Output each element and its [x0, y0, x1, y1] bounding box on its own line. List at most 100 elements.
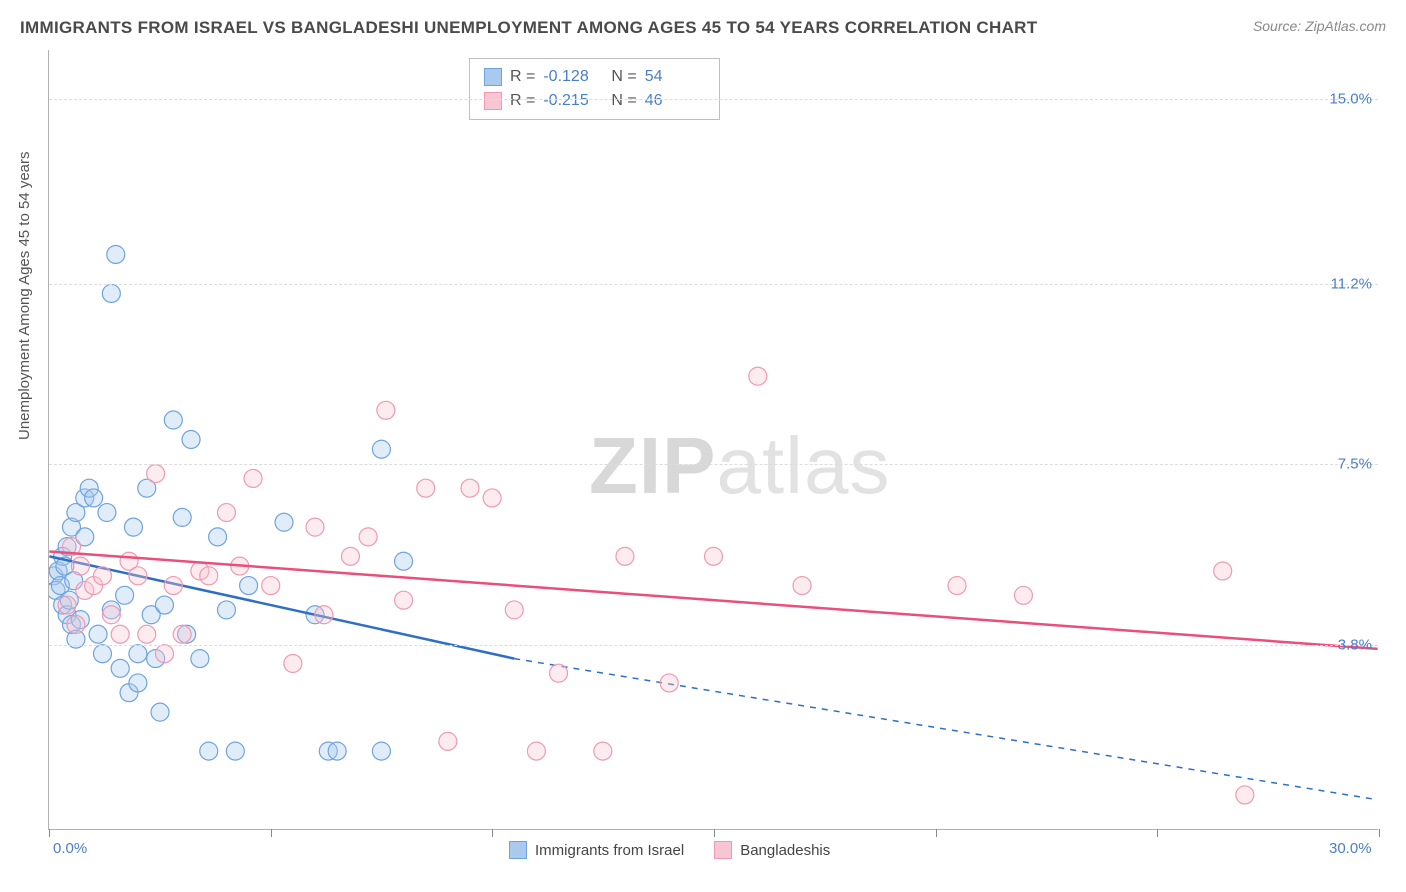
- n-label: N =: [611, 92, 636, 110]
- swatch-bangladeshi: [484, 92, 502, 110]
- data-point: [85, 577, 103, 595]
- data-point: [191, 562, 209, 580]
- data-point: [527, 742, 545, 760]
- data-point: [439, 732, 457, 750]
- r-label: R =: [510, 92, 535, 110]
- data-point: [111, 659, 129, 677]
- data-point: [262, 577, 280, 595]
- data-point: [102, 284, 120, 302]
- y-tick-label: 7.5%: [1338, 456, 1372, 473]
- n-value-bangladeshi: 46: [645, 92, 705, 110]
- data-point: [372, 440, 390, 458]
- data-point: [705, 547, 723, 565]
- data-point: [71, 611, 89, 629]
- data-point: [240, 577, 258, 595]
- data-point: [49, 562, 67, 580]
- x-tick-label: 0.0%: [53, 840, 87, 857]
- x-tick: [1157, 829, 1158, 837]
- data-point: [209, 528, 227, 546]
- gridline: [49, 645, 1378, 646]
- data-point: [58, 596, 76, 614]
- r-label: R =: [510, 68, 535, 86]
- data-point: [483, 489, 501, 507]
- legend-row-israel: R = -0.128 N = 54: [484, 65, 705, 89]
- data-point: [749, 367, 767, 385]
- data-point: [550, 664, 568, 682]
- series-legend: Immigrants from Israel Bangladeshis: [509, 841, 830, 859]
- data-point: [49, 567, 63, 585]
- data-point: [54, 547, 72, 565]
- data-point: [67, 504, 85, 522]
- data-point: [63, 538, 81, 556]
- data-point: [58, 606, 76, 624]
- scatter-plot: ZIPatlas R = -0.128 N = 54 R = -0.215 N …: [48, 50, 1378, 830]
- data-point: [67, 616, 85, 634]
- data-point: [178, 625, 196, 643]
- data-point: [111, 625, 129, 643]
- data-point: [231, 557, 249, 575]
- x-tick: [714, 829, 715, 837]
- data-point: [164, 577, 182, 595]
- data-point: [284, 654, 302, 672]
- data-point: [616, 547, 634, 565]
- data-point: [54, 596, 72, 614]
- data-point: [49, 581, 65, 599]
- data-point: [116, 586, 134, 604]
- x-tick: [49, 829, 50, 837]
- data-point: [51, 577, 69, 595]
- data-point: [107, 245, 125, 263]
- data-point: [395, 552, 413, 570]
- data-point: [89, 625, 107, 643]
- data-point: [226, 742, 244, 760]
- gridline: [49, 99, 1378, 100]
- data-point: [395, 591, 413, 609]
- data-point: [217, 601, 235, 619]
- data-point: [65, 572, 83, 590]
- data-point: [948, 577, 966, 595]
- data-point: [76, 489, 94, 507]
- data-point: [63, 518, 81, 536]
- data-point: [120, 684, 138, 702]
- data-point: [372, 742, 390, 760]
- data-point: [56, 557, 74, 575]
- data-point: [328, 742, 346, 760]
- data-point: [1014, 586, 1032, 604]
- n-label: N =: [611, 68, 636, 86]
- y-tick-label: 15.0%: [1329, 90, 1372, 107]
- watermark: ZIPatlas: [589, 420, 890, 512]
- source-attribution: Source: ZipAtlas.com: [1253, 18, 1386, 34]
- data-point: [417, 479, 435, 497]
- data-point: [191, 650, 209, 668]
- data-point: [793, 577, 811, 595]
- data-point: [129, 567, 147, 585]
- data-point: [200, 742, 218, 760]
- data-point: [63, 616, 81, 634]
- data-point: [142, 606, 160, 624]
- data-point: [217, 504, 235, 522]
- data-point: [85, 489, 103, 507]
- x-tick: [492, 829, 493, 837]
- data-point: [138, 625, 156, 643]
- gridline: [49, 464, 1378, 465]
- data-point: [1214, 562, 1232, 580]
- data-point: [244, 469, 262, 487]
- data-point: [200, 567, 218, 585]
- legend-item-israel: Immigrants from Israel: [509, 841, 684, 859]
- data-point: [147, 465, 165, 483]
- swatch-israel-bottom: [509, 841, 527, 859]
- legend-label-israel: Immigrants from Israel: [535, 842, 684, 859]
- y-tick-label: 11.2%: [1331, 276, 1372, 293]
- data-point: [98, 504, 116, 522]
- data-point: [319, 742, 337, 760]
- r-value-bangladeshi: -0.215: [543, 92, 603, 110]
- y-axis-title: Unemployment Among Ages 45 to 54 years: [16, 151, 33, 440]
- data-point: [93, 645, 111, 663]
- data-point: [341, 547, 359, 565]
- data-point: [155, 645, 173, 663]
- n-value-israel: 54: [645, 68, 705, 86]
- data-point: [164, 411, 182, 429]
- gridline: [49, 284, 1378, 285]
- correlation-legend: R = -0.128 N = 54 R = -0.215 N = 46: [469, 58, 720, 120]
- data-point: [461, 479, 479, 497]
- data-point: [594, 742, 612, 760]
